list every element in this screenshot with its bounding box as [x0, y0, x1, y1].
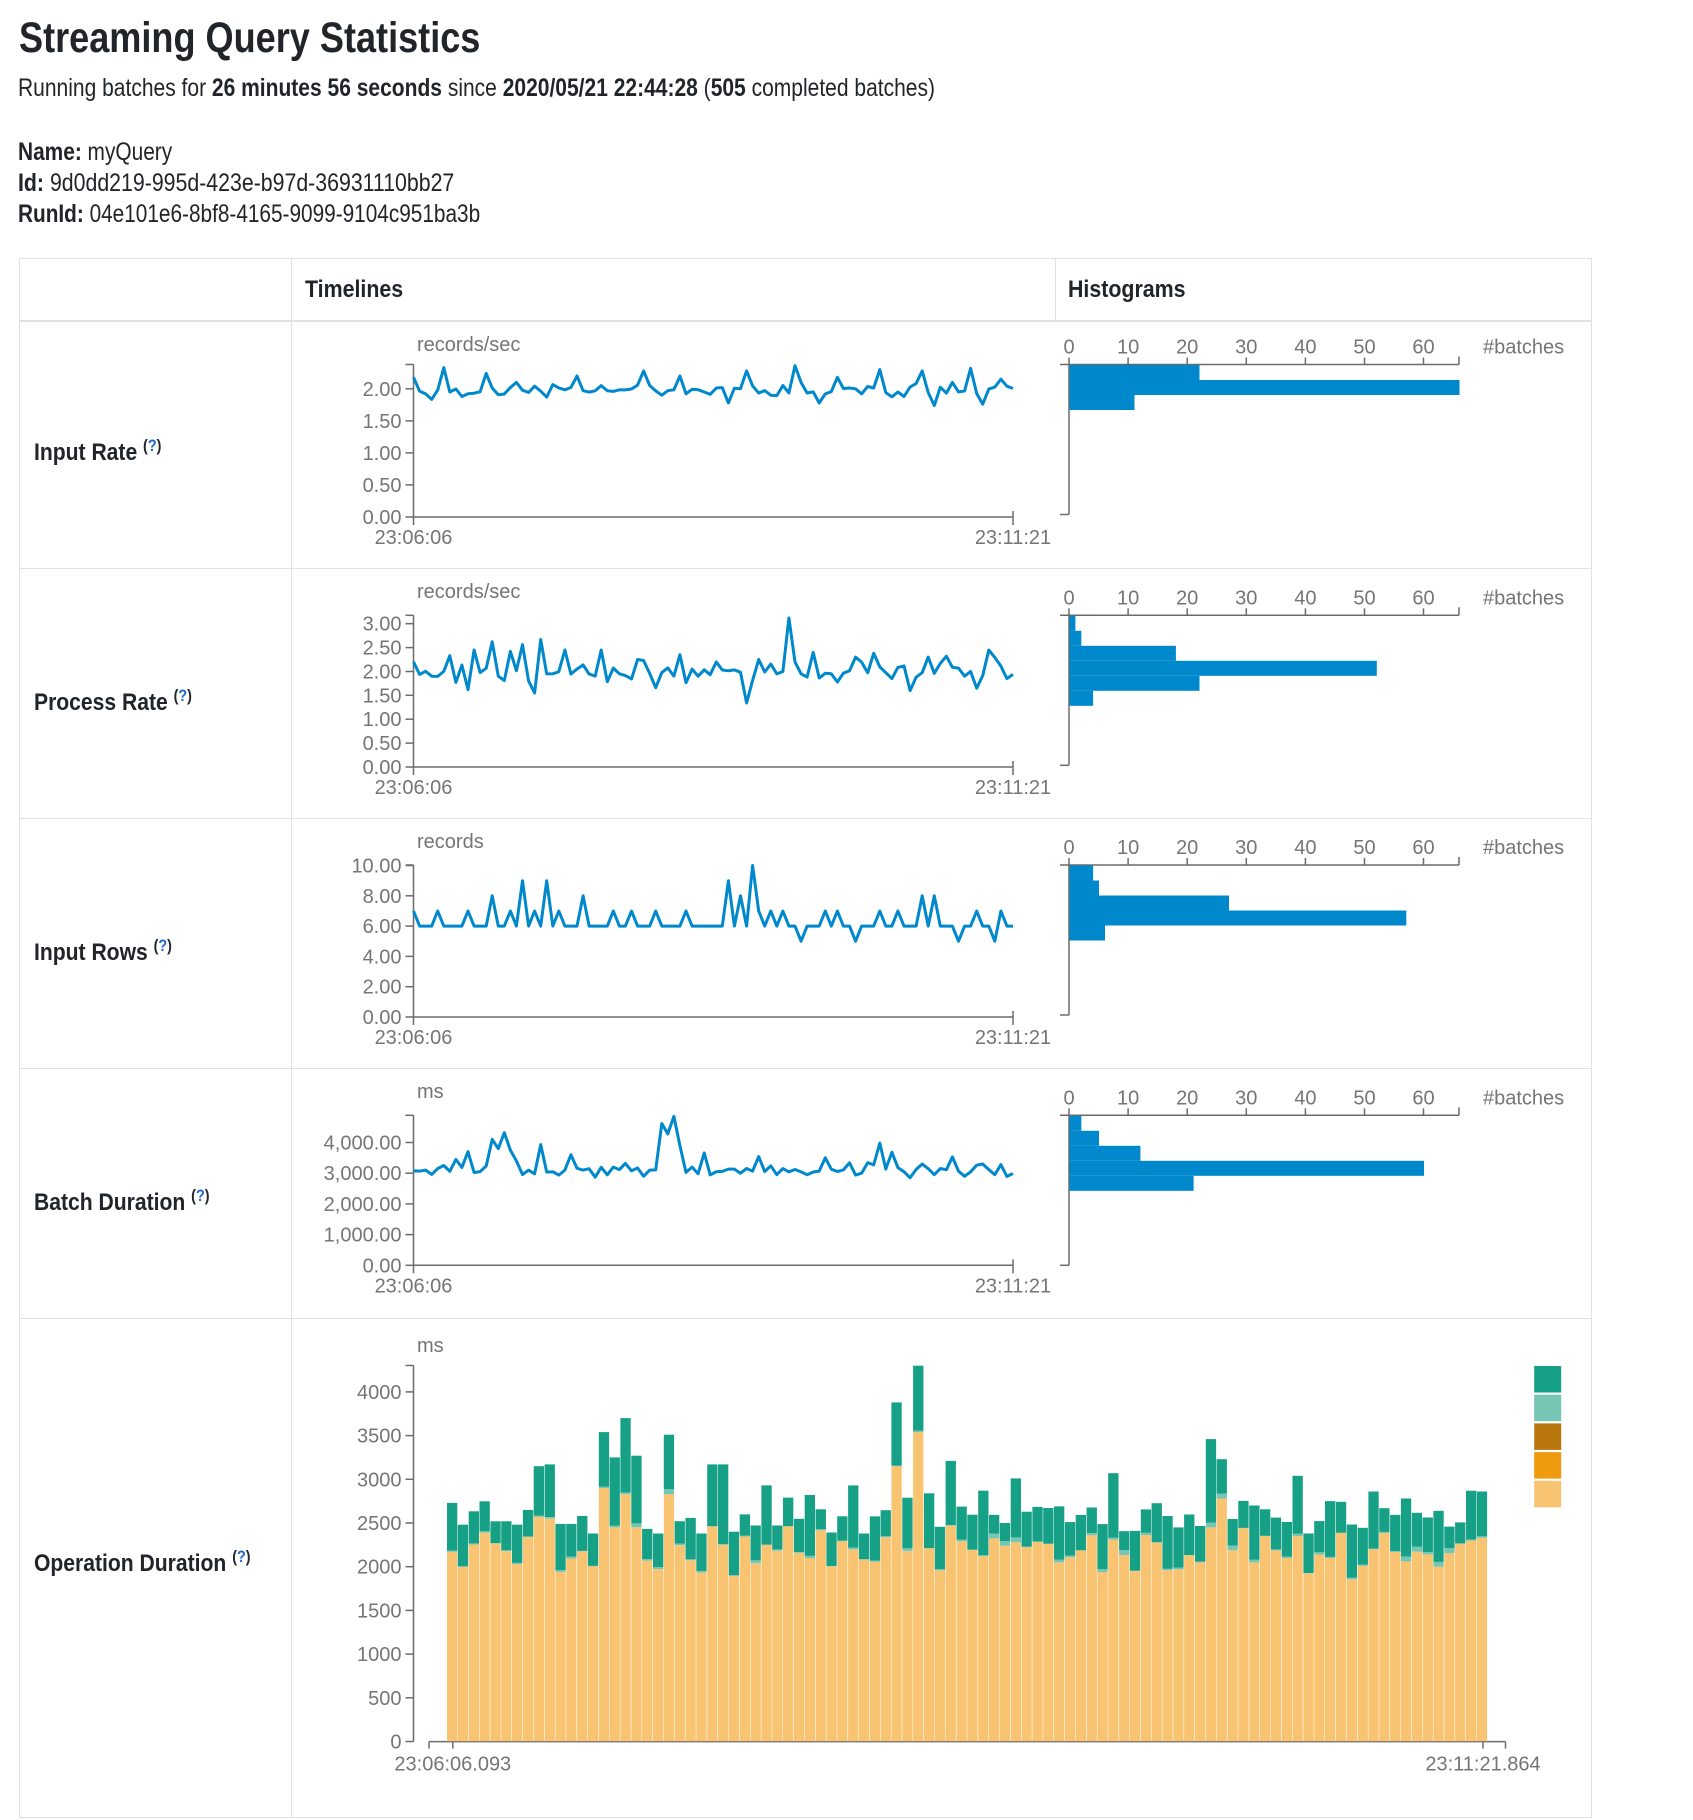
svg-text:8.00: 8.00 [363, 886, 402, 908]
svg-text:10: 10 [1117, 587, 1139, 609]
svg-text:4000: 4000 [357, 1382, 402, 1404]
svg-text:20: 20 [1176, 587, 1198, 609]
svg-text:1.00: 1.00 [363, 709, 402, 731]
svg-text:10: 10 [1117, 337, 1139, 359]
svg-text:ms: ms [417, 1335, 444, 1357]
svg-text:40: 40 [1294, 337, 1316, 359]
svg-text:0: 0 [1063, 337, 1074, 359]
svg-text:50: 50 [1353, 1087, 1375, 1109]
svg-text:records/sec: records/sec [417, 334, 520, 356]
svg-text:40: 40 [1294, 1087, 1316, 1109]
svg-text:2.00: 2.00 [363, 977, 402, 999]
svg-text:23:06:06: 23:06:06 [375, 527, 453, 549]
svg-text:23:11:21: 23:11:21 [975, 527, 1051, 549]
svg-text:ms: ms [417, 1081, 444, 1103]
svg-text:60: 60 [1412, 1087, 1434, 1109]
svg-text:4,000.00: 4,000.00 [324, 1133, 402, 1155]
svg-text:0.00: 0.00 [363, 1255, 402, 1277]
svg-text:60: 60 [1412, 337, 1434, 359]
svg-text:0: 0 [1063, 587, 1074, 609]
svg-text:23:06:06: 23:06:06 [375, 1275, 453, 1297]
svg-text:23:11:21: 23:11:21 [975, 777, 1051, 799]
svg-text:30: 30 [1235, 587, 1257, 609]
svg-text:0: 0 [1063, 1087, 1074, 1109]
svg-text:records: records [417, 831, 484, 853]
svg-text:60: 60 [1412, 837, 1434, 859]
svg-text:60: 60 [1412, 587, 1434, 609]
svg-text:0.00: 0.00 [363, 757, 402, 779]
svg-text:#batches: #batches [1483, 1087, 1564, 1109]
svg-text:23:06:06.093: 23:06:06.093 [394, 1754, 511, 1776]
svg-text:23:11:21.864: 23:11:21.864 [1425, 1754, 1540, 1776]
svg-text:1.00: 1.00 [363, 443, 402, 465]
svg-text:23:06:06: 23:06:06 [375, 777, 453, 799]
svg-text:1000: 1000 [357, 1644, 402, 1666]
svg-text:2.00: 2.00 [363, 662, 402, 684]
svg-text:2.50: 2.50 [363, 638, 402, 660]
svg-text:2500: 2500 [357, 1513, 402, 1535]
svg-text:0.00: 0.00 [363, 507, 402, 529]
svg-text:1.50: 1.50 [363, 685, 402, 707]
svg-text:1.50: 1.50 [363, 411, 402, 433]
svg-text:20: 20 [1176, 337, 1198, 359]
svg-text:0: 0 [1063, 837, 1074, 859]
svg-text:3000: 3000 [357, 1469, 402, 1491]
svg-text:3.00: 3.00 [363, 614, 402, 636]
svg-text:30: 30 [1235, 837, 1257, 859]
svg-text:records/sec: records/sec [417, 581, 520, 603]
svg-text:1,000.00: 1,000.00 [324, 1225, 402, 1247]
svg-text:23:11:21: 23:11:21 [975, 1275, 1051, 1297]
svg-text:23:11:21: 23:11:21 [975, 1027, 1051, 1049]
svg-text:2000: 2000 [357, 1557, 402, 1579]
svg-text:0.50: 0.50 [363, 475, 402, 497]
svg-text:#batches: #batches [1483, 837, 1564, 859]
svg-text:10.00: 10.00 [351, 856, 401, 878]
svg-text:10: 10 [1117, 1087, 1139, 1109]
svg-text:40: 40 [1294, 837, 1316, 859]
svg-text:30: 30 [1235, 337, 1257, 359]
svg-text:30: 30 [1235, 1087, 1257, 1109]
svg-text:40: 40 [1294, 587, 1316, 609]
svg-text:10: 10 [1117, 837, 1139, 859]
svg-text:3500: 3500 [357, 1426, 402, 1448]
svg-text:3,000.00: 3,000.00 [324, 1163, 402, 1185]
svg-text:23:06:06: 23:06:06 [375, 1027, 453, 1049]
svg-text:0.00: 0.00 [363, 1007, 402, 1029]
svg-text:0: 0 [390, 1732, 401, 1754]
svg-text:50: 50 [1353, 837, 1375, 859]
svg-text:#batches: #batches [1483, 587, 1564, 609]
svg-text:#batches: #batches [1483, 337, 1564, 359]
svg-text:20: 20 [1176, 837, 1198, 859]
svg-text:0.50: 0.50 [363, 733, 402, 755]
svg-text:2,000.00: 2,000.00 [324, 1194, 402, 1216]
svg-text:50: 50 [1353, 337, 1375, 359]
svg-text:4.00: 4.00 [363, 946, 402, 968]
svg-text:20: 20 [1176, 1087, 1198, 1109]
svg-text:1500: 1500 [357, 1600, 402, 1622]
svg-text:2.00: 2.00 [363, 379, 402, 401]
svg-text:6.00: 6.00 [363, 916, 402, 938]
svg-text:500: 500 [368, 1688, 401, 1710]
svg-text:50: 50 [1353, 587, 1375, 609]
